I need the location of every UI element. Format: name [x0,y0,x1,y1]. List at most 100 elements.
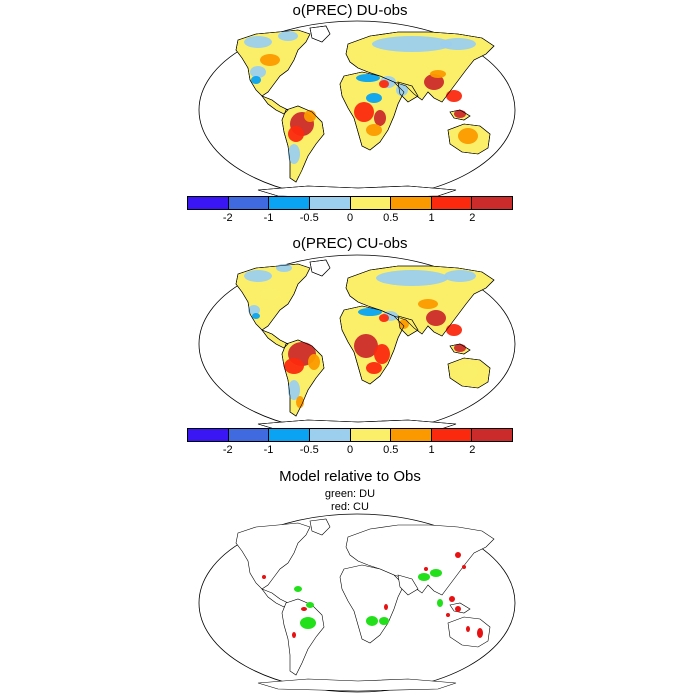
anomaly-patch [424,74,444,90]
anomaly-patch [446,90,462,102]
cu-better-spot [301,607,307,611]
anomaly-patch [372,36,452,52]
du-better-spot [437,599,443,607]
colorbar-segment [350,197,392,209]
coastline-central-america [261,329,289,349]
colorbar-tick-label: -2 [222,444,233,456]
colorbar-segment [472,429,512,441]
cu-better-spot [455,552,461,558]
anomaly-patch [244,270,272,282]
anomaly-patch [308,354,320,370]
anomaly-patch [288,380,300,400]
anomaly-patch [366,362,382,374]
landmass-south-america [281,598,325,676]
coastline-north-america [235,263,311,331]
colorbar-tick-label: -1 [263,444,274,456]
coastline-arabia [397,81,419,103]
legend-green-label: green: DU [324,488,376,500]
anomaly-patch [294,164,302,176]
du-better-spot [300,617,316,629]
colorbar-tick-label: -1 [263,212,274,224]
anomaly-patch [366,124,382,136]
cu-better-spot [455,606,461,612]
du-better-spot [379,617,389,625]
comparison-spots [262,552,483,638]
anomaly-patch [374,344,390,364]
anomaly-patch [446,324,462,336]
coastline-australia [447,123,491,155]
du-better-spot [294,586,302,592]
colorbar-segment [309,429,351,441]
colorbar-tick-label: -2 [222,212,233,224]
landmass-north-america [235,522,311,590]
anomaly-patch [444,270,476,282]
cu-better-spot [424,567,428,571]
anomaly-patch [366,93,382,103]
du-better-spot [418,573,430,581]
anomaly-patch [458,364,478,380]
colorbar-segment [431,429,473,441]
colorbar-segment [391,197,432,209]
anomaly-patch [399,319,409,329]
colorbar-segment [431,197,473,209]
anomaly-patches [244,264,478,408]
anomaly-patch [454,344,466,352]
anomaly-patch [430,70,446,78]
cu-better-spot [449,596,455,602]
comparison-map [198,513,516,693]
landmass-australia [447,616,491,648]
colorbar-tick-label: 2 [469,212,476,224]
cu-better-spot [292,632,296,638]
anomaly-patch [260,288,280,300]
landmass-arabia [397,574,419,596]
anomaly-patch [252,313,260,319]
anomaly-patch [304,110,316,122]
colorbar-cu [187,428,513,442]
anomaly-patch [248,305,260,315]
anomaly-patch [379,314,389,322]
coastline-north-america [235,29,311,97]
landmass-greenland [309,518,331,536]
colorbar-segment [350,429,392,441]
anomaly-patch [426,310,446,326]
colorbar-tick-label: 0 [346,212,354,224]
colorbar-tick-label: -0.5 [299,444,319,456]
map-title-cu: o(PREC) CU-obs [292,235,408,252]
anomaly-patch [379,80,389,88]
colorbar-segment [309,197,351,209]
anomaly-patch [251,76,261,84]
landmass-eurasia [345,524,495,596]
coastline-greenland [309,25,331,43]
coastline-southeast-asia-islands [449,343,471,355]
precip-map-cu [198,254,516,434]
anomaly-patch [296,396,304,408]
anomaly-patch [418,299,438,309]
colorbar-tick-label: 0.5 [383,444,399,456]
anomaly-patch [458,128,478,144]
anomaly-patch [284,358,304,374]
comparison-title: Model relative to Obs [279,468,421,485]
coastline-eurasia [345,265,495,337]
anomaly-patch [278,31,298,41]
landmass-antarctica [257,678,457,692]
coastline-south-america [281,105,325,183]
anomaly-patch [354,102,374,122]
colorbar-segment [228,429,270,441]
anomaly-patch [374,110,386,126]
coastline-southeast-asia-islands [449,109,471,121]
precip-map-du [198,20,516,200]
map-title-du: o(PREC) DU-obs [292,2,408,19]
coastline-south-america [281,339,325,417]
coastline-central-america [261,95,289,115]
colorbar-segment [269,429,310,441]
anomaly-patch [244,36,272,48]
colorbar-segment [188,429,229,441]
colorbar-tick-label: 1 [428,444,435,456]
du-better-spot [430,569,442,577]
coastline-australia [447,357,491,389]
legend-red-label: red: CU [331,501,369,513]
cu-better-spot [466,626,470,632]
cu-better-spot [384,604,388,610]
coastline-arabia [397,315,419,337]
anomaly-patch [288,144,300,164]
